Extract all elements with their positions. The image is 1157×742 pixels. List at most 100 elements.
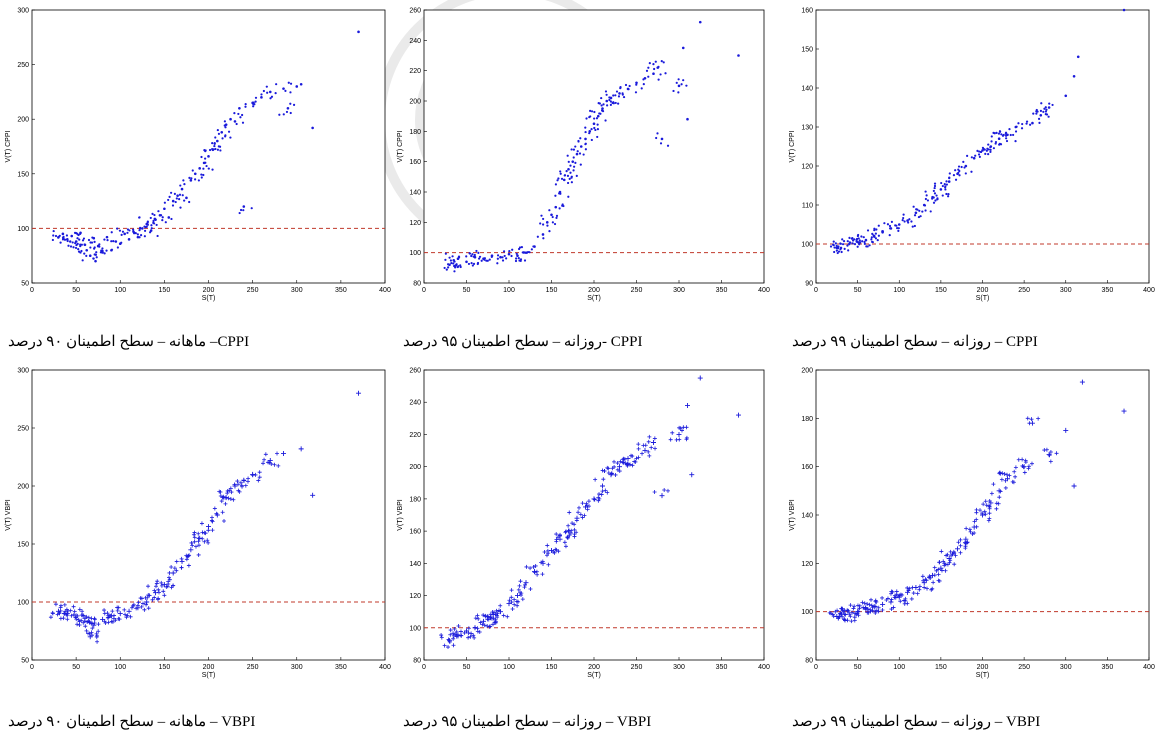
data-point — [924, 197, 927, 201]
data-point — [126, 231, 129, 234]
data-point — [136, 235, 140, 239]
data-point — [512, 597, 517, 602]
data-point — [852, 611, 857, 616]
data-point — [91, 236, 94, 239]
data-point — [216, 148, 219, 151]
data-point — [548, 209, 551, 212]
data-point — [989, 146, 992, 149]
data-point — [210, 528, 215, 533]
data-point — [947, 560, 952, 565]
data-point — [554, 194, 557, 197]
data-point — [1036, 110, 1039, 113]
data-point — [932, 196, 935, 199]
data-point — [164, 221, 167, 224]
data-point — [95, 251, 98, 254]
data-point — [857, 606, 862, 611]
data-point — [1005, 137, 1008, 140]
y-tick-label: 200 — [17, 117, 29, 124]
data-point — [485, 624, 490, 629]
data-point — [572, 522, 577, 527]
data-point — [556, 179, 559, 182]
data-point — [1045, 108, 1048, 111]
data-point — [515, 252, 518, 255]
data-point — [143, 225, 146, 228]
data-point — [214, 511, 219, 516]
data-point — [921, 210, 924, 213]
data-point — [477, 251, 480, 254]
data-point — [211, 168, 214, 171]
data-point — [1023, 458, 1028, 463]
data-point — [62, 602, 67, 607]
data-point — [628, 84, 631, 88]
data-point — [572, 169, 575, 172]
data-point — [145, 225, 148, 228]
data-point — [602, 468, 607, 473]
y-tick-label: 90 — [805, 281, 813, 288]
series-points — [48, 390, 362, 644]
data-point — [523, 580, 529, 586]
data-point — [596, 495, 601, 500]
data-point — [888, 227, 892, 230]
x-tick-label: 50 — [854, 287, 862, 294]
y-axis-label: V(T) CPPI — [789, 131, 796, 163]
data-point — [601, 107, 604, 110]
data-point — [110, 248, 114, 251]
data-point — [841, 243, 845, 246]
data-point — [576, 505, 581, 510]
data-point — [223, 501, 228, 506]
x-tick-label: 250 — [247, 664, 259, 671]
data-point — [943, 568, 948, 573]
data-point — [880, 601, 886, 607]
data-point — [876, 605, 881, 610]
data-point — [478, 620, 483, 625]
data-point — [445, 268, 448, 271]
data-point — [986, 147, 989, 150]
data-point — [868, 244, 871, 247]
data-point — [939, 549, 944, 554]
data-point — [562, 178, 566, 182]
data-point — [923, 204, 927, 207]
data-point — [568, 177, 571, 180]
data-point — [490, 609, 495, 614]
data-point — [600, 489, 605, 494]
data-point — [70, 234, 74, 238]
data-point — [598, 102, 601, 105]
data-point — [144, 602, 149, 607]
data-point — [837, 250, 841, 253]
data-point — [925, 194, 928, 197]
data-point — [200, 155, 203, 159]
data-point — [612, 459, 617, 464]
data-point — [150, 597, 155, 602]
data-point — [219, 499, 224, 504]
x-tick-label: 400 — [379, 664, 391, 671]
data-point — [532, 245, 535, 248]
x-tick-label: 150 — [159, 664, 171, 671]
data-point — [120, 241, 123, 244]
data-point — [189, 179, 193, 182]
data-point — [596, 135, 599, 139]
x-tick-label: 250 — [631, 664, 643, 671]
data-point — [439, 635, 444, 640]
data-point — [976, 149, 979, 152]
data-point — [204, 150, 207, 153]
data-point — [1029, 417, 1034, 422]
data-point — [448, 632, 453, 637]
data-point — [539, 222, 542, 225]
data-point — [76, 242, 79, 245]
data-point — [856, 245, 859, 248]
data-point — [193, 172, 197, 176]
data-point — [604, 119, 607, 122]
data-point — [206, 524, 211, 530]
x-tick-label: 50 — [72, 287, 80, 294]
data-point — [698, 20, 702, 24]
data-point — [931, 580, 936, 585]
data-point — [932, 573, 937, 578]
data-point — [105, 249, 108, 252]
data-point — [92, 616, 97, 621]
data-point — [89, 633, 94, 638]
data-point — [281, 451, 287, 457]
data-point — [179, 556, 184, 561]
data-point — [964, 172, 967, 175]
x-tick-label: 250 — [247, 287, 259, 294]
data-point — [65, 234, 69, 237]
